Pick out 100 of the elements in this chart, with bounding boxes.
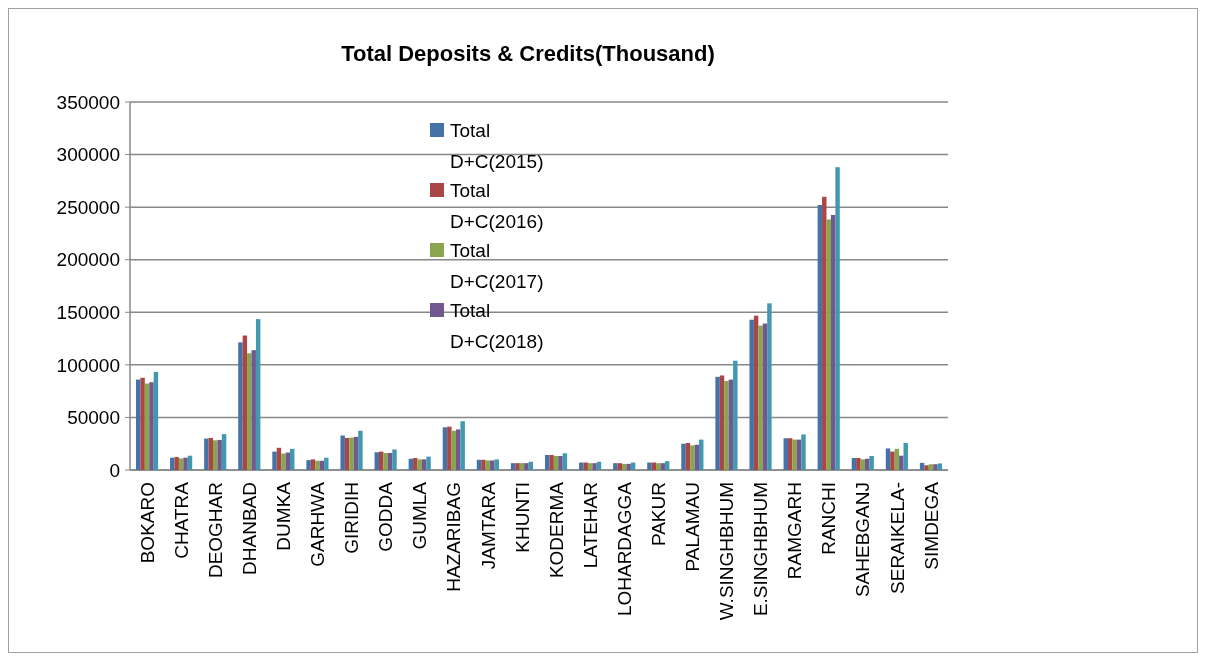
bar xyxy=(413,458,418,470)
bar xyxy=(767,303,772,470)
bar xyxy=(510,463,516,470)
y-tick-label: 50000 xyxy=(67,407,120,429)
bar xyxy=(421,459,427,470)
bar xyxy=(387,452,393,470)
bar xyxy=(272,451,277,470)
x-tick-label: RANCHI xyxy=(818,482,840,555)
bar xyxy=(515,463,520,470)
bar xyxy=(617,463,622,470)
bar xyxy=(783,438,788,470)
x-tick-label: DUMKA xyxy=(273,481,295,551)
bar xyxy=(660,463,665,470)
bar xyxy=(656,463,661,470)
bar xyxy=(860,459,866,470)
bar xyxy=(626,463,631,470)
bar xyxy=(135,379,141,470)
bar xyxy=(792,439,797,470)
chart-title: Total Deposits & Credits(Thousand) xyxy=(341,41,715,66)
bar xyxy=(719,375,725,470)
x-tick-label: KHUNTI xyxy=(511,482,533,553)
x-tick-label: GARHWA xyxy=(307,481,329,567)
bar xyxy=(358,430,363,470)
bar xyxy=(753,315,759,470)
x-tick-label: GIRIDIH xyxy=(341,482,363,554)
bar xyxy=(924,465,929,470)
bar xyxy=(583,462,588,470)
x-tick-label: W.SINGHBHUM xyxy=(716,482,738,621)
bar xyxy=(217,439,222,470)
x-tick-label: PAKUR xyxy=(647,482,669,547)
bar xyxy=(553,456,559,470)
y-tick-label: 100000 xyxy=(56,354,120,376)
legend-label: Total D+C(2017) xyxy=(450,239,544,292)
bar xyxy=(758,325,763,470)
bar xyxy=(851,458,857,470)
bar xyxy=(664,461,670,470)
bar xyxy=(690,445,695,470)
bar xyxy=(817,205,823,470)
x-tick-label: DHANBAD xyxy=(238,482,260,575)
y-tick-label: 350000 xyxy=(56,91,120,113)
bar xyxy=(460,421,465,470)
bar xyxy=(383,452,388,470)
bar xyxy=(174,457,179,470)
bar xyxy=(481,459,486,470)
bar xyxy=(787,438,793,470)
y-tick-label: 150000 xyxy=(56,301,120,323)
bar xyxy=(353,436,359,470)
bar xyxy=(681,443,686,470)
bar xyxy=(899,455,904,470)
y-tick-label: 200000 xyxy=(56,249,120,271)
x-tick-label: LATEHAR xyxy=(579,482,601,569)
bar xyxy=(592,463,597,470)
bar xyxy=(447,426,452,470)
bar xyxy=(749,319,754,470)
x-tick-label: CHATRA xyxy=(170,481,192,559)
bar xyxy=(869,456,874,470)
bar xyxy=(558,456,563,470)
bar xyxy=(647,462,652,470)
bar xyxy=(451,430,457,470)
bar xyxy=(340,435,345,470)
x-tick-label: GUMLA xyxy=(409,481,431,550)
bar xyxy=(562,453,568,470)
bar xyxy=(890,451,895,470)
y-tick-label: 250000 xyxy=(56,196,120,218)
bar xyxy=(221,434,227,470)
bar xyxy=(728,379,734,470)
legend-label: Total D+C(2018) xyxy=(450,299,544,352)
bar xyxy=(208,437,213,470)
bar xyxy=(933,464,938,470)
bar xyxy=(494,459,499,470)
x-tick-label: SERAIKELA- xyxy=(886,482,908,594)
bar xyxy=(149,382,154,470)
bar xyxy=(549,454,554,470)
x-tick-label: RAMGARH xyxy=(784,482,806,580)
bar xyxy=(826,219,831,470)
x-tick-label: PALAMAU xyxy=(682,482,704,572)
bar xyxy=(255,319,261,470)
bar xyxy=(276,447,282,470)
bar xyxy=(822,196,827,470)
bar xyxy=(937,463,943,470)
bar xyxy=(685,442,691,470)
y-tick-label: 300000 xyxy=(56,144,120,166)
bar xyxy=(426,456,431,470)
bar xyxy=(204,438,209,470)
bar xyxy=(715,376,720,470)
bar xyxy=(238,342,243,470)
bar xyxy=(349,437,354,470)
x-tick-label: HAZARIBAG xyxy=(443,482,465,592)
bar xyxy=(835,167,840,470)
bar xyxy=(247,353,252,470)
bar xyxy=(324,457,329,470)
x-tick-label: BOKARO xyxy=(136,482,158,564)
bar xyxy=(144,383,150,470)
bar xyxy=(801,434,806,470)
bar xyxy=(519,463,525,470)
legend-label: Total D+C(2016) xyxy=(450,179,544,232)
bar xyxy=(212,440,218,470)
bar xyxy=(762,323,768,470)
bar xyxy=(485,460,491,470)
bar xyxy=(613,463,618,470)
